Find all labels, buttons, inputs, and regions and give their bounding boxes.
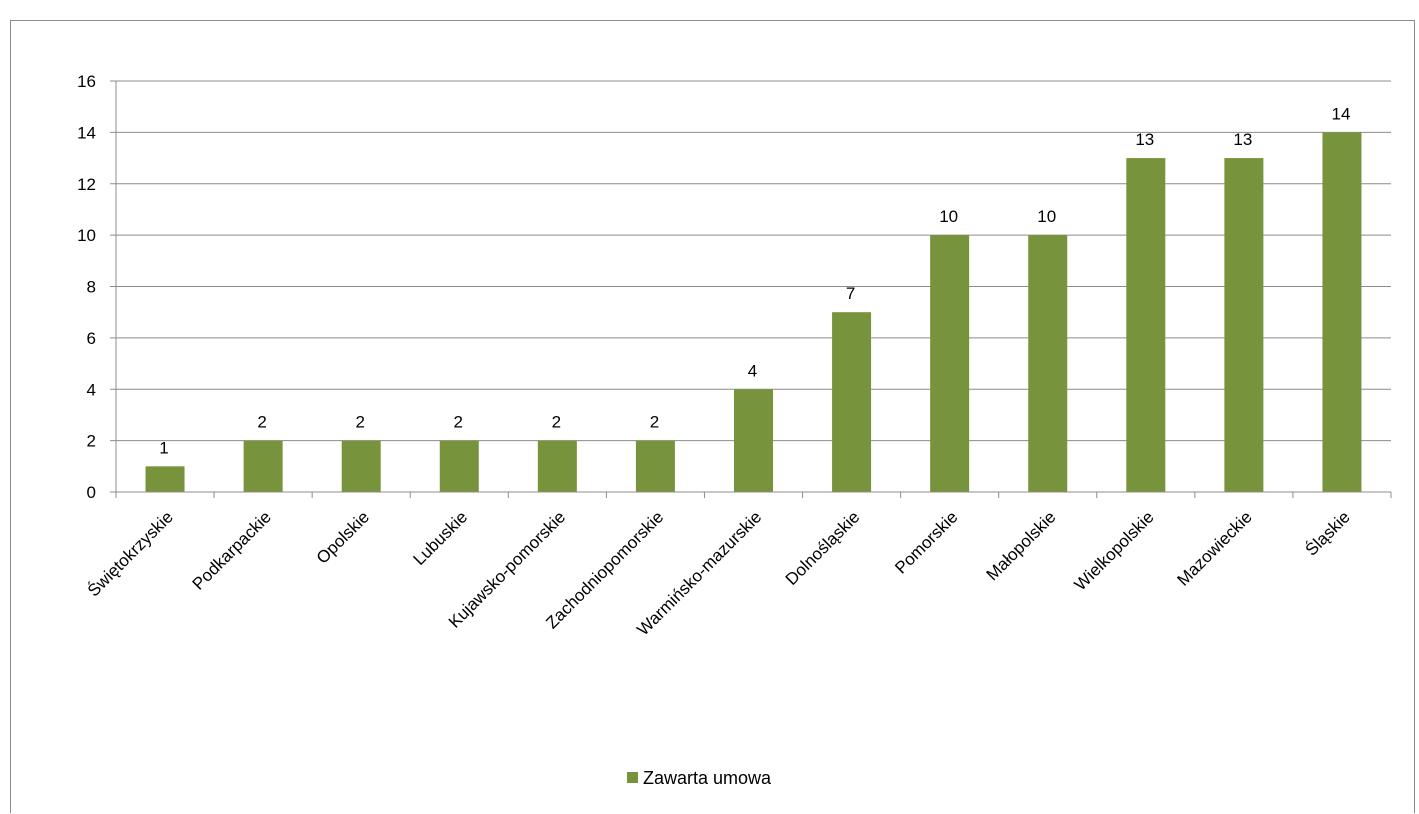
x-category-label: Dolnośląskie	[782, 507, 864, 589]
bar	[1126, 158, 1166, 492]
y-tick-label: 8	[87, 278, 96, 297]
x-category-label: Podkarpackie	[189, 507, 275, 593]
data-label: 2	[257, 413, 266, 432]
data-label: 13	[1135, 130, 1154, 149]
bar	[537, 440, 577, 492]
x-category-label: Wielkopolskie	[1071, 507, 1158, 594]
legend-label: Zawarta umowa	[643, 768, 772, 788]
data-label: 2	[650, 413, 659, 432]
bar	[439, 440, 479, 492]
data-label: 14	[1332, 104, 1351, 123]
y-tick-label: 0	[87, 483, 96, 502]
bar	[734, 389, 773, 492]
data-label: 10	[1037, 207, 1056, 226]
y-tick-label: 16	[77, 72, 96, 91]
data-label: 13	[1233, 130, 1252, 149]
gridlines	[116, 80, 1391, 442]
x-category-label: Śląskie	[1302, 507, 1354, 559]
bars	[145, 132, 1362, 492]
data-label: 1	[159, 438, 168, 457]
y-tick-label: 10	[77, 226, 96, 245]
x-category-label: Lubuskie	[410, 507, 472, 569]
bar	[832, 312, 872, 492]
legend-swatch	[627, 772, 638, 783]
x-category-label: Małopolskie	[983, 507, 1060, 584]
x-axis: Świętokrzyskie Podkarpackie Opolskie Lubusk…	[84, 491, 1392, 639]
data-label: 7	[846, 284, 855, 303]
y-tick-label: 14	[77, 123, 96, 142]
bar	[930, 235, 970, 492]
y-tick-label: 2	[87, 432, 96, 451]
y-tick-label: 12	[77, 175, 96, 194]
y-axis: 0 2 4 6 8 10 12 14 16	[77, 72, 117, 502]
y-tick-label: 4	[87, 380, 96, 399]
data-labels: 1 2 2 2 2 2 4 7 10 10 13 13 14	[159, 104, 1350, 457]
bar	[341, 440, 381, 492]
data-label: 2	[355, 413, 364, 432]
x-category-label: Opolskie	[313, 507, 373, 567]
data-label: 4	[748, 361, 757, 380]
data-label: 2	[454, 413, 463, 432]
x-category-label: Mazowieckie	[1173, 507, 1255, 589]
bar	[243, 440, 283, 492]
data-label: 2	[552, 413, 561, 432]
bar	[635, 440, 675, 492]
y-tick-label: 6	[87, 329, 96, 348]
bar	[145, 466, 185, 492]
bar	[1028, 235, 1068, 492]
legend: Zawarta umowa	[627, 768, 772, 788]
bar	[1224, 158, 1264, 492]
chart-frame	[10, 20, 1415, 813]
bar	[1322, 132, 1362, 492]
x-category-label: Pomorskie	[891, 507, 961, 577]
data-label: 10	[939, 207, 958, 226]
x-category-label: Świętokrzyskie	[84, 507, 177, 600]
